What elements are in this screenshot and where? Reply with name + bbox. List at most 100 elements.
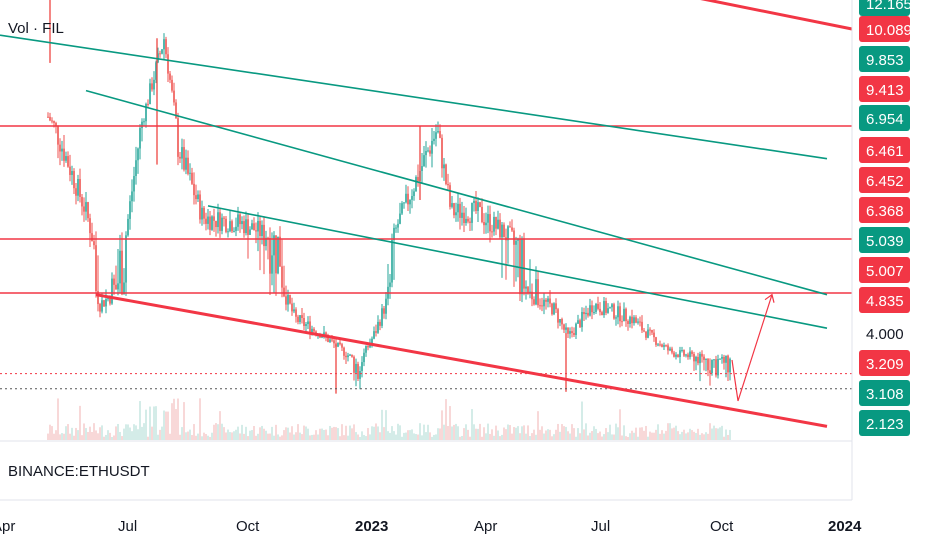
candle-body: [365, 345, 367, 353]
volume-bar: [671, 428, 673, 440]
sub-pane-symbol-label[interactable]: BINANCE:ETHUSDT: [8, 463, 150, 480]
candle-body: [57, 125, 59, 145]
volume-bar: [325, 429, 327, 440]
volume-bar: [639, 427, 641, 440]
trendline[interactable]: [85, 89, 828, 296]
volume-bar: [559, 431, 561, 440]
candle-body: [429, 150, 431, 154]
price-badge[interactable]: 9.853: [859, 46, 910, 72]
candle-body: [101, 300, 103, 312]
candle-body: [217, 212, 219, 228]
volume-bar: [451, 426, 453, 440]
time-axis-label: Apr: [0, 518, 15, 535]
price-badge[interactable]: 6.461: [859, 137, 910, 163]
candle-body: [253, 223, 255, 231]
volume-bar: [279, 436, 281, 440]
volume-bar: [371, 426, 373, 440]
volume-bar: [427, 424, 429, 440]
trendline[interactable]: [95, 293, 828, 428]
candle-body: [337, 342, 339, 347]
candle-body: [69, 166, 71, 175]
projection-arrow[interactable]: [731, 294, 773, 402]
candle-body: [281, 266, 283, 288]
price-badge[interactable]: 10.089: [859, 16, 912, 42]
price-badge[interactable]: 6.452: [859, 167, 910, 193]
price-badge[interactable]: 6.954: [859, 105, 910, 131]
candle-body: [285, 296, 287, 305]
price-badge[interactable]: 4.000: [866, 326, 904, 343]
candle-body: [413, 191, 415, 197]
volume-bar: [667, 423, 669, 440]
volume-indicator-label[interactable]: Vol · FIL: [8, 20, 64, 37]
volume-bar: [291, 426, 293, 440]
price-badge[interactable]: 5.007: [859, 257, 910, 283]
volume-bar: [627, 436, 629, 440]
volume-bar: [95, 430, 97, 440]
trendline[interactable]: [207, 205, 828, 329]
price-badge-value: 6.452: [866, 173, 904, 190]
volume-bar: [529, 436, 531, 440]
trendline[interactable]: [0, 34, 828, 160]
volume-bar: [275, 424, 277, 440]
volume-bar: [287, 427, 289, 440]
candle-body: [603, 301, 605, 316]
price-badge-value: 5.039: [866, 233, 904, 250]
price-badge[interactable]: 12.165: [859, 0, 912, 16]
volume-bar: [533, 429, 535, 440]
candle-body: [209, 216, 211, 230]
price-axis[interactable]: 12.165 10.089 9.853 9.413 6.954 6.461 6.452 6.3…: [859, 0, 912, 436]
candle-body: [361, 362, 363, 371]
price-badge[interactable]: 2.123: [859, 410, 910, 436]
volume-bar: [159, 429, 161, 440]
candle-body: [125, 235, 127, 283]
candle-body: [539, 305, 541, 307]
volume-bar: [257, 433, 259, 440]
volume-bar: [395, 434, 397, 440]
volume-bar: [543, 433, 545, 440]
price-badge-value: 10.089: [866, 22, 912, 39]
candle-body: [605, 301, 607, 313]
volume-bar: [57, 398, 59, 440]
price-badge[interactable]: 6.368: [859, 197, 910, 223]
price-badge[interactable]: 4.835: [859, 287, 910, 313]
candle-body: [73, 171, 75, 189]
volume-bar: [659, 433, 661, 440]
volume-bar: [719, 427, 721, 440]
time-axis[interactable]: Apr Jul Oct 2023 Apr Jul Oct 2024: [0, 518, 862, 535]
candle-body: [627, 321, 629, 324]
price-badge-value: 6.368: [866, 203, 904, 220]
candle-body: [607, 308, 609, 313]
volume-bar: [621, 435, 623, 440]
candle-body: [225, 218, 227, 232]
candle-body: [511, 227, 513, 231]
drawing-lines[interactable]: [0, 0, 853, 428]
volume-bar: [175, 409, 177, 440]
candle-body: [701, 353, 703, 357]
price-badge[interactable]: 3.209: [859, 350, 910, 376]
volume-bar: [701, 433, 703, 440]
candle-body: [465, 218, 467, 224]
candle-body: [675, 354, 677, 357]
price-badge[interactable]: 3.108: [859, 380, 910, 406]
candle-body: [247, 219, 249, 235]
volume-bar: [443, 424, 445, 440]
candle-body: [473, 200, 475, 204]
candle-body: [109, 298, 111, 304]
volume-bar: [617, 427, 619, 440]
candle-body: [139, 128, 141, 149]
volume-bar: [643, 430, 645, 440]
volume-bar: [67, 424, 69, 440]
candle-body: [671, 348, 673, 353]
candle-body: [93, 241, 95, 246]
trendline[interactable]: [683, 0, 853, 31]
price-badge[interactable]: 9.413: [859, 76, 910, 102]
candle-body: [409, 199, 411, 205]
volume-bar: [523, 425, 525, 440]
candle-body: [161, 49, 163, 54]
candle-body: [63, 148, 65, 161]
volume-bar: [513, 427, 515, 440]
price-badge[interactable]: 5.039: [859, 227, 910, 253]
volume-bar: [327, 435, 329, 440]
